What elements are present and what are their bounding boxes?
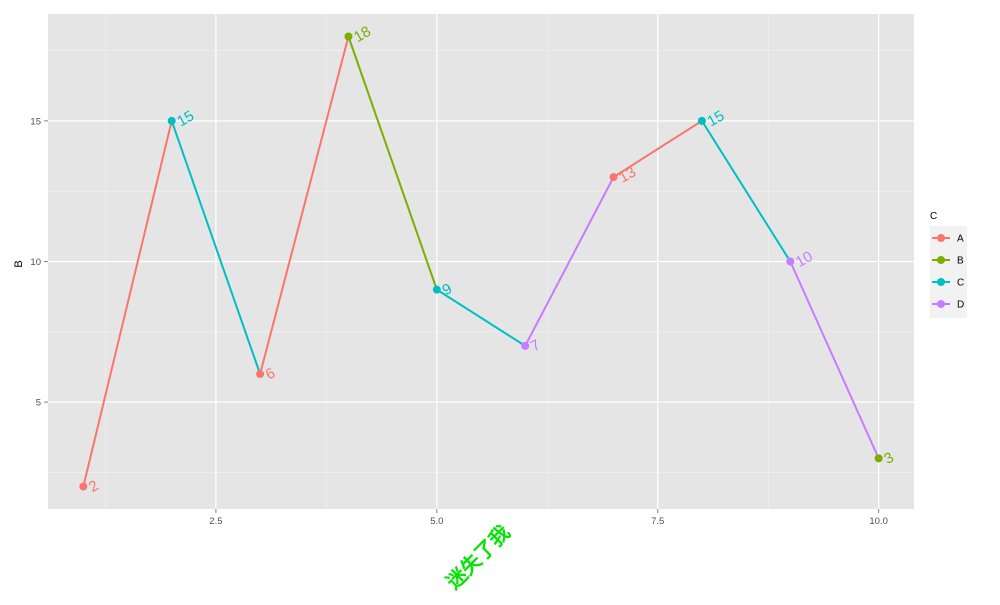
line-segment-c [700, 119, 792, 263]
line-segment-c [170, 119, 262, 375]
grid-lines [48, 14, 914, 509]
data-label: 15 [174, 107, 197, 130]
line-segment-d [524, 176, 615, 347]
data-point-d [521, 341, 530, 350]
y-axis-ticks: 5 10 15 [30, 116, 48, 409]
legend-key-point [937, 300, 945, 308]
line-segment-a [259, 35, 350, 375]
legend-key-point [937, 278, 945, 286]
legend-title: C [930, 211, 937, 222]
legend-label: A [957, 234, 964, 245]
x-axis-ticks: 2.5 5.0 7.5 10.0 [209, 509, 888, 527]
data-point-d [786, 257, 795, 266]
data-label: 13 [616, 164, 639, 187]
line-segment-c [435, 288, 527, 347]
series-lines [82, 35, 880, 488]
legend-label: D [957, 300, 964, 311]
data-point-b [344, 32, 353, 41]
data-point-c [432, 285, 441, 294]
line-segment-d [789, 260, 880, 460]
data-point-a [256, 370, 265, 378]
data-point-b [874, 454, 883, 463]
x-tick-label: 2.5 [209, 516, 222, 527]
y-tick-label: 15 [30, 116, 41, 127]
y-tick-label: 5 [36, 398, 41, 409]
y-tick-label: 10 [30, 257, 41, 268]
x-tick-label: 5.0 [430, 516, 443, 527]
y-axis-title: B [13, 260, 25, 267]
line-segment-b [347, 35, 438, 291]
data-label: 18 [351, 23, 374, 46]
x-axis-title: 迷失了我 [441, 520, 515, 594]
legend-key-point [937, 234, 945, 242]
data-label: 15 [704, 107, 727, 130]
data-point-a [609, 173, 618, 182]
line-segment-a [612, 119, 703, 179]
data-point-c [167, 116, 176, 125]
x-tick-label: 7.5 [651, 516, 664, 527]
data-label: 10 [793, 248, 816, 271]
legend-label: C [957, 278, 964, 289]
legend-key-point [937, 256, 945, 264]
legend-label: B [957, 256, 964, 267]
line-segment-a [82, 119, 173, 488]
data-point-a [79, 482, 88, 491]
x-tick-label: 10.0 [869, 516, 888, 527]
series-points [79, 32, 883, 491]
data-point-c [697, 116, 706, 125]
